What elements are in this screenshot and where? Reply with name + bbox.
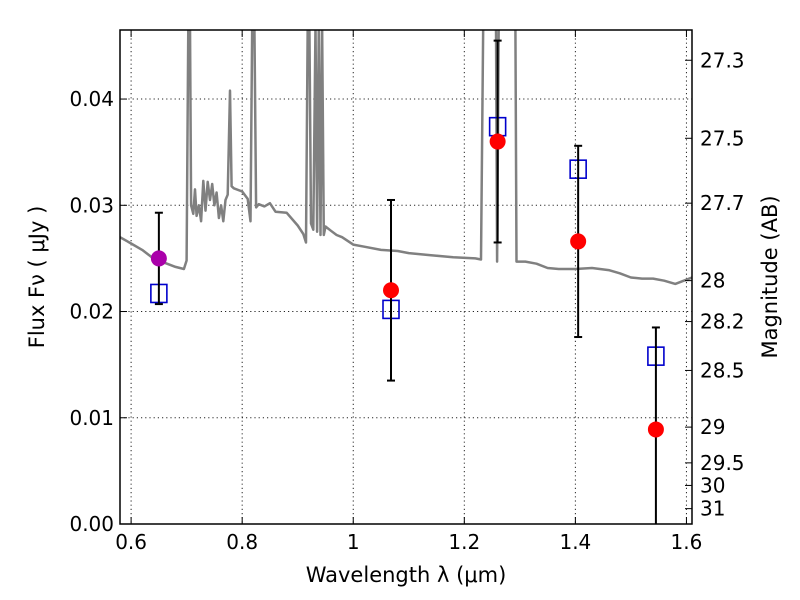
x-tick-label: 1.2	[448, 530, 480, 554]
sed-model-layer	[120, 30, 692, 286]
observed-flux-point	[570, 233, 587, 250]
mag-tick-label: 27.7	[700, 191, 745, 215]
mag-tick-label: 28	[700, 269, 725, 293]
x-tick-label: 1.6	[671, 530, 703, 554]
mag-tick-label: 29.5	[700, 451, 745, 475]
y-tick-label: 0.03	[69, 193, 114, 217]
y-tick-label: 0.04	[69, 87, 114, 111]
mag-tick-label: 29	[700, 415, 725, 439]
axis-ticks: 0.6 0.8 1 1.2 1.4 1.6 0.00 0.01 0.02 0.03 0.04 27.3…	[69, 30, 745, 554]
x-tick-label: 1	[347, 530, 360, 554]
mag-tick-label: 27.3	[700, 48, 745, 72]
mag-tick-label: 30	[700, 473, 725, 497]
y2-axis-label: Magnitude (AB)	[758, 195, 782, 358]
mag-tick-label: 31	[700, 497, 725, 521]
mag-tick-label: 28.5	[700, 358, 745, 382]
x-tick-label: 0.6	[115, 530, 147, 554]
y-tick-label: 0.00	[69, 512, 114, 536]
x-tick-label: 0.8	[226, 530, 258, 554]
observed-flux-point	[489, 133, 506, 150]
y-tick-label: 0.01	[69, 406, 114, 430]
data-markers	[150, 39, 665, 524]
y-axis-label: Flux Fν ( μJy )	[25, 206, 49, 349]
observed-flux-point	[150, 250, 167, 267]
mag-tick-label: 27.5	[700, 126, 745, 150]
mag-tick-label: 28.2	[700, 310, 745, 334]
observed-flux-point	[647, 421, 664, 438]
plot-frame	[119, 29, 693, 525]
x-axis-label: Wavelength λ (μm)	[306, 563, 507, 587]
sed-model-line	[120, 30, 692, 286]
y-tick-label: 0.02	[69, 300, 114, 324]
x-tick-label: 1.4	[559, 530, 591, 554]
observed-flux-point	[383, 282, 400, 299]
